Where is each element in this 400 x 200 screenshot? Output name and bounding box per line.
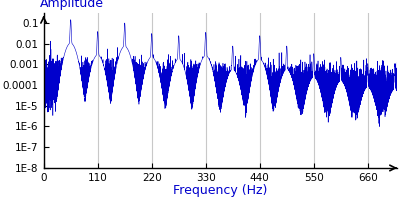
X-axis label: Frequency (Hz): Frequency (Hz) [173, 184, 268, 197]
Y-axis label: Amplitude: Amplitude [40, 0, 104, 10]
